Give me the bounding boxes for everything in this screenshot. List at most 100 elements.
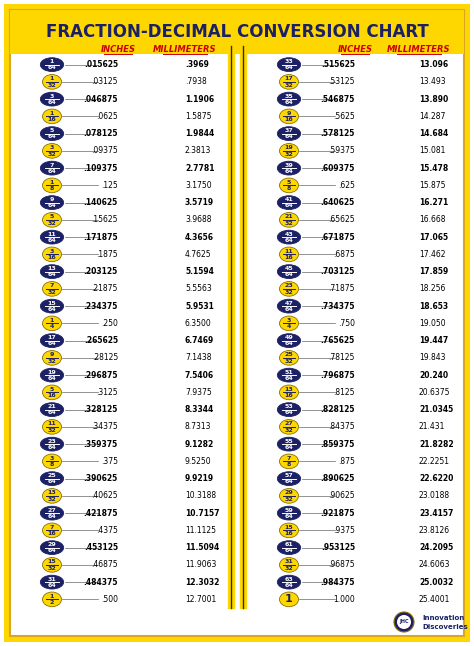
Ellipse shape [277,437,301,451]
Text: 32: 32 [47,359,56,364]
Text: 32: 32 [284,497,293,501]
Text: .7938: .7938 [185,78,207,87]
Text: 1: 1 [50,180,54,185]
Circle shape [394,612,414,632]
Text: 18.653: 18.653 [419,302,448,311]
Ellipse shape [40,506,64,520]
Ellipse shape [40,575,64,589]
Text: .734375: .734375 [320,302,355,311]
Text: 9: 9 [50,197,54,202]
Text: 21.0345: 21.0345 [419,405,453,414]
Text: 25: 25 [47,473,56,478]
Text: 32: 32 [284,428,293,433]
Text: 64: 64 [47,514,56,519]
Text: 32: 32 [284,289,293,295]
Ellipse shape [40,334,64,348]
Text: 29: 29 [47,542,56,547]
Ellipse shape [43,592,62,607]
Text: 47: 47 [284,300,293,306]
Text: 3: 3 [50,145,54,150]
Text: 15: 15 [284,525,293,530]
Ellipse shape [277,127,301,141]
Text: 64: 64 [284,479,293,484]
Text: .65625: .65625 [328,215,355,224]
Ellipse shape [40,437,64,451]
Text: .484375: .484375 [83,578,118,587]
Text: .765625: .765625 [321,336,355,345]
Text: 1: 1 [50,59,54,64]
Text: 64: 64 [284,272,293,277]
Text: 2.7781: 2.7781 [185,163,215,172]
Text: 35: 35 [284,94,293,99]
Ellipse shape [280,247,299,262]
Text: .171875: .171875 [83,233,118,242]
Text: .671875: .671875 [320,233,355,242]
Text: JHC: JHC [399,620,409,625]
Text: 20.6375: 20.6375 [419,388,450,397]
Text: 64: 64 [284,203,293,208]
Text: 17.859: 17.859 [419,267,448,276]
Ellipse shape [280,109,299,123]
Text: 6.3500: 6.3500 [185,319,212,328]
Ellipse shape [277,265,301,278]
Text: 5.5563: 5.5563 [185,284,212,293]
Text: .3969: .3969 [185,60,209,69]
Text: 16: 16 [47,117,56,122]
Text: 22.6220: 22.6220 [419,474,453,483]
Text: 32: 32 [284,83,293,88]
Text: 64: 64 [284,134,293,139]
Ellipse shape [280,351,299,365]
Text: .640625: .640625 [321,198,355,207]
Text: .140625: .140625 [84,198,118,207]
Text: 14.684: 14.684 [419,129,448,138]
Text: 11.5094: 11.5094 [185,543,219,552]
Text: .109375: .109375 [83,163,118,172]
Text: 64: 64 [284,444,293,450]
Text: 64: 64 [284,376,293,380]
Text: .03125: .03125 [91,78,118,87]
Text: .90625: .90625 [328,492,355,501]
Text: .500: .500 [101,595,118,604]
Text: 5.9531: 5.9531 [185,302,214,311]
Text: 16: 16 [284,531,293,536]
Text: 8: 8 [50,186,54,191]
Text: 61: 61 [284,542,293,547]
Text: .5625: .5625 [333,112,355,121]
Text: .703125: .703125 [320,267,355,276]
Text: 31: 31 [284,559,293,564]
Text: .015625: .015625 [84,60,118,69]
Text: 20.240: 20.240 [419,371,448,380]
Text: 64: 64 [284,583,293,588]
Ellipse shape [40,196,64,209]
Ellipse shape [277,402,301,417]
Text: 5: 5 [287,180,291,185]
Text: 49: 49 [284,335,293,340]
Text: 64: 64 [284,341,293,346]
Text: .09375: .09375 [91,147,118,156]
Text: 10.3188: 10.3188 [185,492,216,501]
Text: 27: 27 [284,421,293,426]
Ellipse shape [280,454,299,469]
Text: 21: 21 [284,214,293,219]
Text: .953125: .953125 [321,543,355,552]
Text: 25.0032: 25.0032 [419,578,453,587]
Text: 13: 13 [47,490,56,495]
Text: 64: 64 [47,376,56,380]
Ellipse shape [40,230,64,244]
Text: 63: 63 [284,577,293,581]
Ellipse shape [280,213,299,227]
Text: .234375: .234375 [83,302,118,311]
Text: 24.6063: 24.6063 [419,560,450,569]
Text: 23.0188: 23.0188 [419,492,450,501]
Ellipse shape [40,92,64,106]
Text: .3125: .3125 [96,388,118,397]
Text: .890625: .890625 [320,474,355,483]
Text: 23: 23 [284,283,293,288]
Text: 64: 64 [47,341,56,346]
Text: 1: 1 [50,110,54,116]
Ellipse shape [277,506,301,520]
Text: 23.4157: 23.4157 [419,508,453,517]
Text: 15.478: 15.478 [419,163,448,172]
Text: 11: 11 [47,231,56,236]
Ellipse shape [43,419,62,434]
